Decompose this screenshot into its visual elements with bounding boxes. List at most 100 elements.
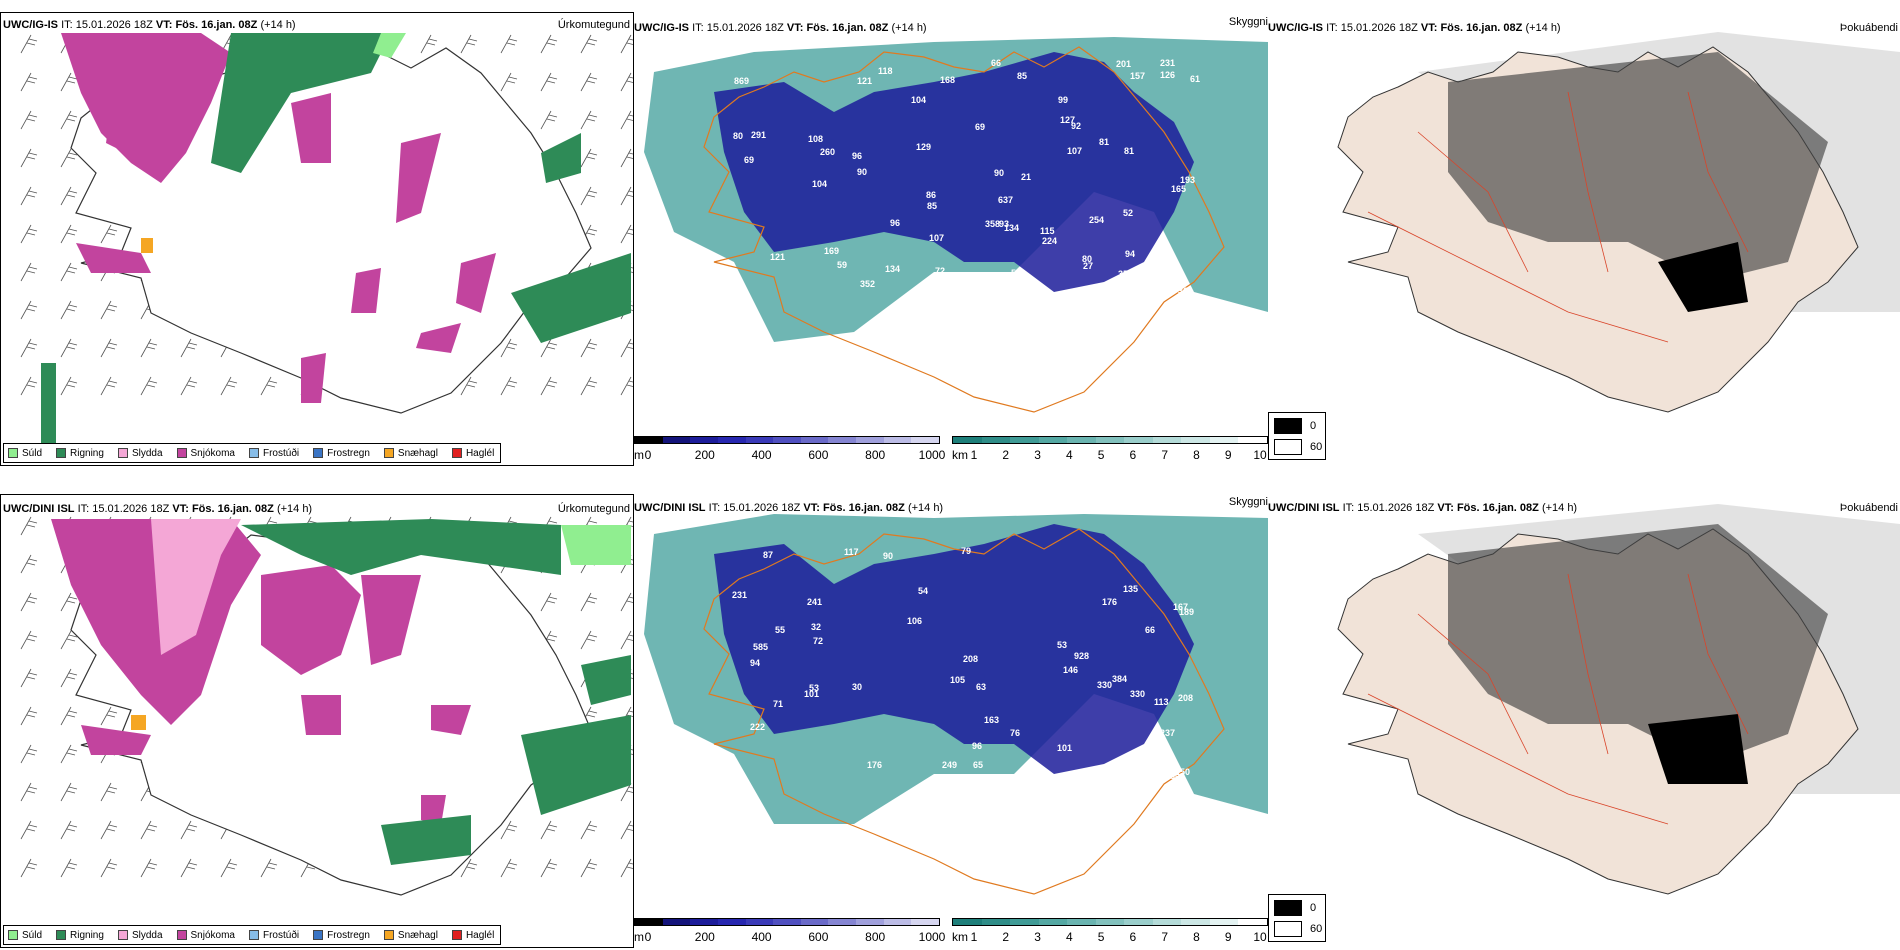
precip-panel-bottom: UWC/DINI ISL IT: 15.01.2026 18Z VT: Fös.… (0, 494, 634, 948)
cloud-base-label: 231 (1160, 58, 1175, 68)
precip-map (20, 33, 633, 453)
legend-swatch (383, 930, 394, 940)
fog-map (1337, 32, 1900, 413)
legend-swatch (56, 930, 67, 940)
cloud-base-label: 127 (1060, 115, 1075, 125)
legend-item: Súld (8, 930, 42, 941)
colorbar-tick: 5 (1097, 930, 1105, 944)
colorbar-tick: 9 (1224, 930, 1232, 944)
cloud-base-label: 53 (1057, 640, 1067, 650)
cloud-base-label: 66 (1145, 625, 1155, 635)
cloud-base-label: 254 (1089, 215, 1104, 225)
fog-legend-item: 0 (1274, 900, 1316, 916)
cloud-base-label: 53 (809, 683, 819, 693)
legend-label: Rigning (70, 929, 104, 941)
legend-label: Súld (22, 929, 43, 941)
panel-header: UWC/DINI ISL IT: 15.01.2026 18Z VT: Fös.… (634, 502, 944, 514)
cloud-base-label: 129 (916, 142, 931, 152)
cloud-base-label: 54 (918, 586, 928, 596)
legend-swatch (117, 930, 128, 940)
cloud-map: 86 121 169 108 81 57 165 90 85 59 121 80 86 93 107 201 6… (634, 36, 1268, 413)
legend-label: Frostúði (262, 929, 300, 941)
colorbar-tick: 1000 (918, 448, 946, 462)
colorbar-tick: 9 (1224, 448, 1232, 462)
cloud-base-label: 176 (1102, 597, 1117, 607)
legend-swatch (56, 448, 67, 458)
cloud-base-label: 330 (1097, 680, 1112, 690)
cloud-base-label: 94 (750, 658, 760, 668)
cloud-base-label: 358 (985, 219, 1000, 229)
cloud-base-label: 72 (935, 266, 945, 276)
cloud-base-label: 193 (1180, 175, 1195, 185)
cloud-base-label: 163 (984, 715, 999, 725)
cloud-base-label: 104 (911, 95, 926, 105)
cloud-base-label: 65 (973, 760, 983, 770)
legend-label: Frostregn (327, 929, 370, 941)
cloud-base-label: 135 (1123, 584, 1138, 594)
cloud-base-label: 101 (1057, 743, 1072, 753)
legend-label: Snjókoma (190, 447, 235, 459)
cloud-base-label: 352 (860, 279, 875, 289)
colorbar-tick: 3 (1034, 448, 1041, 462)
legend-label: Slydda (131, 929, 163, 941)
colorbar-tick: 800 (865, 448, 886, 462)
cloud-base-label: 928 (1074, 651, 1089, 661)
colorbar-tick: 10 (1253, 930, 1267, 944)
cloud-base-label: 201 (1116, 59, 1131, 69)
cloud-base-label: 118 (878, 66, 893, 76)
legend-swatch (313, 930, 324, 940)
legend-item: Frostregn (313, 930, 370, 941)
cloud-base-label: 165 (1171, 184, 1186, 194)
legend-swatch (451, 448, 462, 458)
cloud-base-label: 126 (1160, 70, 1175, 80)
cloud-base-label: 106 (907, 616, 922, 626)
cloud-panel-bottom: UWC/DINI ISL IT: 15.01.2026 18Z VT: Fös.… (634, 494, 1268, 948)
legend-swatch (248, 930, 259, 940)
cloud-base-label: 208 (963, 654, 978, 664)
cloud-base-label: 90 (883, 551, 893, 561)
cloud-base-label: 249 (942, 760, 957, 770)
colorbar-tick: 8 (1193, 448, 1200, 462)
cloud-base-label: 94 (1125, 249, 1135, 259)
panel-title: Úrkomutegund (557, 19, 630, 31)
legend-item: Rigning (56, 448, 104, 459)
legend-item: Frostregn (313, 448, 370, 459)
precip-map (20, 516, 633, 896)
legend-item: Snjókoma (176, 930, 235, 941)
legend-swatch (176, 930, 187, 940)
cloud-base-label: 869 (734, 76, 749, 86)
colorbar-tick: 6 (1129, 930, 1137, 944)
fog-legend: 0 60 (1268, 894, 1326, 942)
fog-panel-top: UWC/IG-IS IT: 15.01.2026 18Z VT: Fös. 16… (1268, 12, 1900, 466)
cloud-base-label: 81 (1124, 146, 1134, 156)
colorbar-tick: 8 (1193, 930, 1200, 944)
cloud-base-label: 167 (1173, 602, 1188, 612)
colorbar-tick: 0 (644, 448, 652, 462)
cloud-base-label: 637 (998, 195, 1013, 205)
panel-header: UWC/IG-IS IT: 15.01.2026 18Z VT: Fös. 16… (1268, 22, 1561, 34)
legend-swatch (383, 448, 394, 458)
colorbar-tick: 2 (1002, 930, 1010, 944)
cloud-base-label: 32 (811, 622, 821, 632)
legend-item: Frostúði (248, 929, 300, 941)
precip-legend: Súld Rigning Slydda Snjókoma Frostúði Frostre… (3, 443, 502, 463)
legend-swatch (8, 448, 18, 458)
cloud-base-label: 160 (1165, 771, 1180, 781)
cloud-base-label: 330 (1130, 689, 1145, 699)
cloud-base-label: 150 (1175, 767, 1190, 777)
cloud-base-label: 121 (857, 76, 872, 86)
cloud-base-label: 104 (812, 179, 827, 189)
cloud-base-label: 61 (1190, 74, 1200, 84)
cloud-base-label: 108 (808, 134, 823, 144)
legend-label: Frostregn (327, 447, 370, 459)
colorbar-tick: 6 (1129, 448, 1137, 462)
panel-title: Skyggni (1228, 496, 1268, 508)
cloud-base-label: 585 (753, 642, 768, 652)
cloud-base-label: 222 (750, 722, 765, 732)
cloud-base-label: 90 (857, 167, 867, 177)
cloud-base-label: 101 (804, 689, 819, 699)
cloud-base-label: 384 (1112, 674, 1127, 684)
cloud-base-label: 134 (1004, 223, 1019, 233)
visibility-colorbar: km 1 2 3 4 5 6 7 8 9 10 (952, 918, 1268, 948)
legend-item: Frostúði (248, 448, 299, 459)
